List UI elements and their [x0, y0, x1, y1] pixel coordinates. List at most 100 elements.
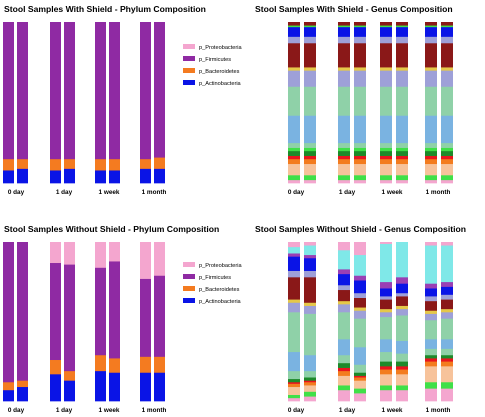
- bar-segment-genus-10: [380, 308, 392, 313]
- bar-segment-genus-16: [441, 22, 453, 26]
- bar-segment-genus-10: [396, 70, 408, 87]
- bar-segment-p-proteobacteria: [140, 242, 151, 279]
- bar-segment-genus-4: [288, 381, 300, 384]
- bar-segment-genus-4: [288, 155, 300, 160]
- bar-segment-genus-4: [396, 155, 408, 160]
- bar-segment-genus-5: [380, 361, 392, 367]
- bar-segment-genus-1: [441, 381, 453, 389]
- bar-segment-genus-10: [441, 70, 453, 87]
- bar-segment-genus-1: [396, 385, 408, 391]
- bar-segment-genus-7: [338, 142, 350, 148]
- bar-segment-genus-5: [338, 362, 350, 368]
- bar-segment-genus-1: [288, 174, 300, 181]
- legend-swatch-bacteroidetes: [183, 286, 195, 291]
- bar-segment-p-actinobacteria: [95, 370, 106, 402]
- legend-swatch-proteobacteria: [183, 44, 195, 49]
- bar-segment-genus-12: [441, 42, 453, 68]
- bar-segment-genus-2: [441, 366, 453, 383]
- bar-segment-genus-12: [380, 42, 392, 68]
- bar-segment-genus-11: [304, 67, 316, 71]
- bar-segment-genus-15: [354, 25, 366, 28]
- bar-segment-genus-12: [425, 42, 437, 68]
- bar-segment-genus-6: [396, 353, 408, 362]
- x-label-0-day: 0 day: [8, 189, 25, 196]
- bar-segment-genus-4: [354, 155, 366, 160]
- bar-segment-genus-0: [425, 388, 437, 402]
- bar-segment-genus-3: [441, 158, 453, 165]
- bar-segment-genus-9: [338, 304, 350, 313]
- bar-segment-genus-5: [380, 150, 392, 156]
- bar-segment-genus-4: [441, 358, 453, 362]
- bar-segment-genus-7: [441, 142, 453, 148]
- bar-segment-genus-11: [396, 67, 408, 71]
- bar-segment-genus-9: [354, 86, 366, 116]
- bar-segment-genus-14: [380, 281, 392, 289]
- bar-segment-genus-12: [354, 42, 366, 68]
- bar-segment-p-firmicutes: [95, 22, 106, 160]
- bar-segment-genus-11: [380, 67, 392, 71]
- x-label-1-day: 1 day: [339, 407, 356, 414]
- legend-swatch-actinobacteria: [183, 80, 195, 85]
- bar-segment-genus-2: [354, 380, 366, 389]
- bar-segment-genus-0: [354, 393, 366, 402]
- bar-segment-genus-15: [425, 245, 437, 284]
- bar-segment-genus-13: [288, 256, 300, 271]
- bar-segment-genus-6: [354, 364, 366, 373]
- bar-segment-genus-15: [338, 249, 350, 270]
- bar-segment-genus-8: [441, 318, 453, 340]
- bar-segment-p-firmicutes: [50, 262, 61, 361]
- bar-segment-genus-13: [354, 280, 366, 294]
- legend-with-shield-phylum: p_Proteobacteria p_Firmicutes p_Bacteroi…: [183, 44, 242, 87]
- bar-segment-genus-10: [338, 300, 350, 305]
- bar-segment-genus-15: [396, 25, 408, 28]
- bar-segment-genus-13: [396, 283, 408, 294]
- legend-label-proteobacteria: p_Proteobacteria: [199, 45, 242, 51]
- bar-segment-genus-14: [425, 26, 437, 37]
- bar-segment-genus-3: [425, 361, 437, 367]
- bar-segment-genus-2: [304, 163, 316, 176]
- bar-segment-genus-14: [354, 26, 366, 37]
- bar-segment-genus-12: [380, 296, 392, 300]
- bar-segment-genus-4: [441, 155, 453, 160]
- bar-segment-genus-14: [441, 26, 453, 37]
- bar-segment-genus-7: [425, 338, 437, 349]
- bar-segment-p-firmicutes: [64, 264, 75, 372]
- bar-segment-genus-11: [288, 276, 300, 300]
- bar-segment-genus-9: [380, 311, 392, 318]
- bar-segment-genus-2: [425, 163, 437, 176]
- bar-segment-genus-16: [425, 22, 437, 26]
- bar-segment-genus-0: [338, 389, 350, 402]
- bar-segment-genus-12: [288, 270, 300, 278]
- bar-segment-p-bacteroidetes: [3, 158, 14, 171]
- bar-segment-genus-7: [380, 142, 392, 148]
- bar-segment-genus-5: [396, 361, 408, 367]
- bar-segment-genus-2: [304, 385, 316, 392]
- bar-segment-genus-13: [380, 36, 392, 44]
- bar-segment-p-bacteroidetes: [50, 359, 61, 375]
- bar-segment-p-bacteroidetes: [50, 158, 61, 171]
- bar-segment-p-bacteroidetes: [140, 356, 151, 373]
- bar-segment-p-actinobacteria: [64, 380, 75, 402]
- bar-segment-genus-4: [304, 380, 316, 383]
- bar-segment-genus-1: [304, 391, 316, 397]
- bar-segment-genus-13: [396, 36, 408, 44]
- bar-segment-genus-11: [380, 299, 392, 310]
- x-label-0-day: 0 day: [8, 407, 25, 414]
- bar-segment-genus-13: [338, 273, 350, 286]
- bar-segment-genus-12: [441, 294, 453, 300]
- bar-segment-genus-2: [396, 373, 408, 386]
- bar-segment-genus-6: [304, 147, 316, 152]
- bar-segment-p-bacteroidetes: [109, 158, 120, 171]
- bar-segment-p-firmicutes: [64, 22, 75, 160]
- bar-segment-genus-6: [380, 147, 392, 152]
- bar-segment-genus-13: [441, 286, 453, 295]
- legend-label-bacteroidetes: p_Bacteroidetes: [199, 69, 240, 75]
- bar-segment-genus-8: [380, 115, 392, 144]
- bar-segment-genus-10: [288, 299, 300, 303]
- bar-segment-genus-5: [288, 150, 300, 156]
- bar-segment-genus-12: [354, 292, 366, 298]
- chart-title-with-shield-phylum: Stool Samples With Shield - Phylum Compo…: [4, 4, 206, 14]
- bar-segment-p-firmicutes: [50, 22, 61, 160]
- bar-segment-genus-15: [380, 243, 392, 283]
